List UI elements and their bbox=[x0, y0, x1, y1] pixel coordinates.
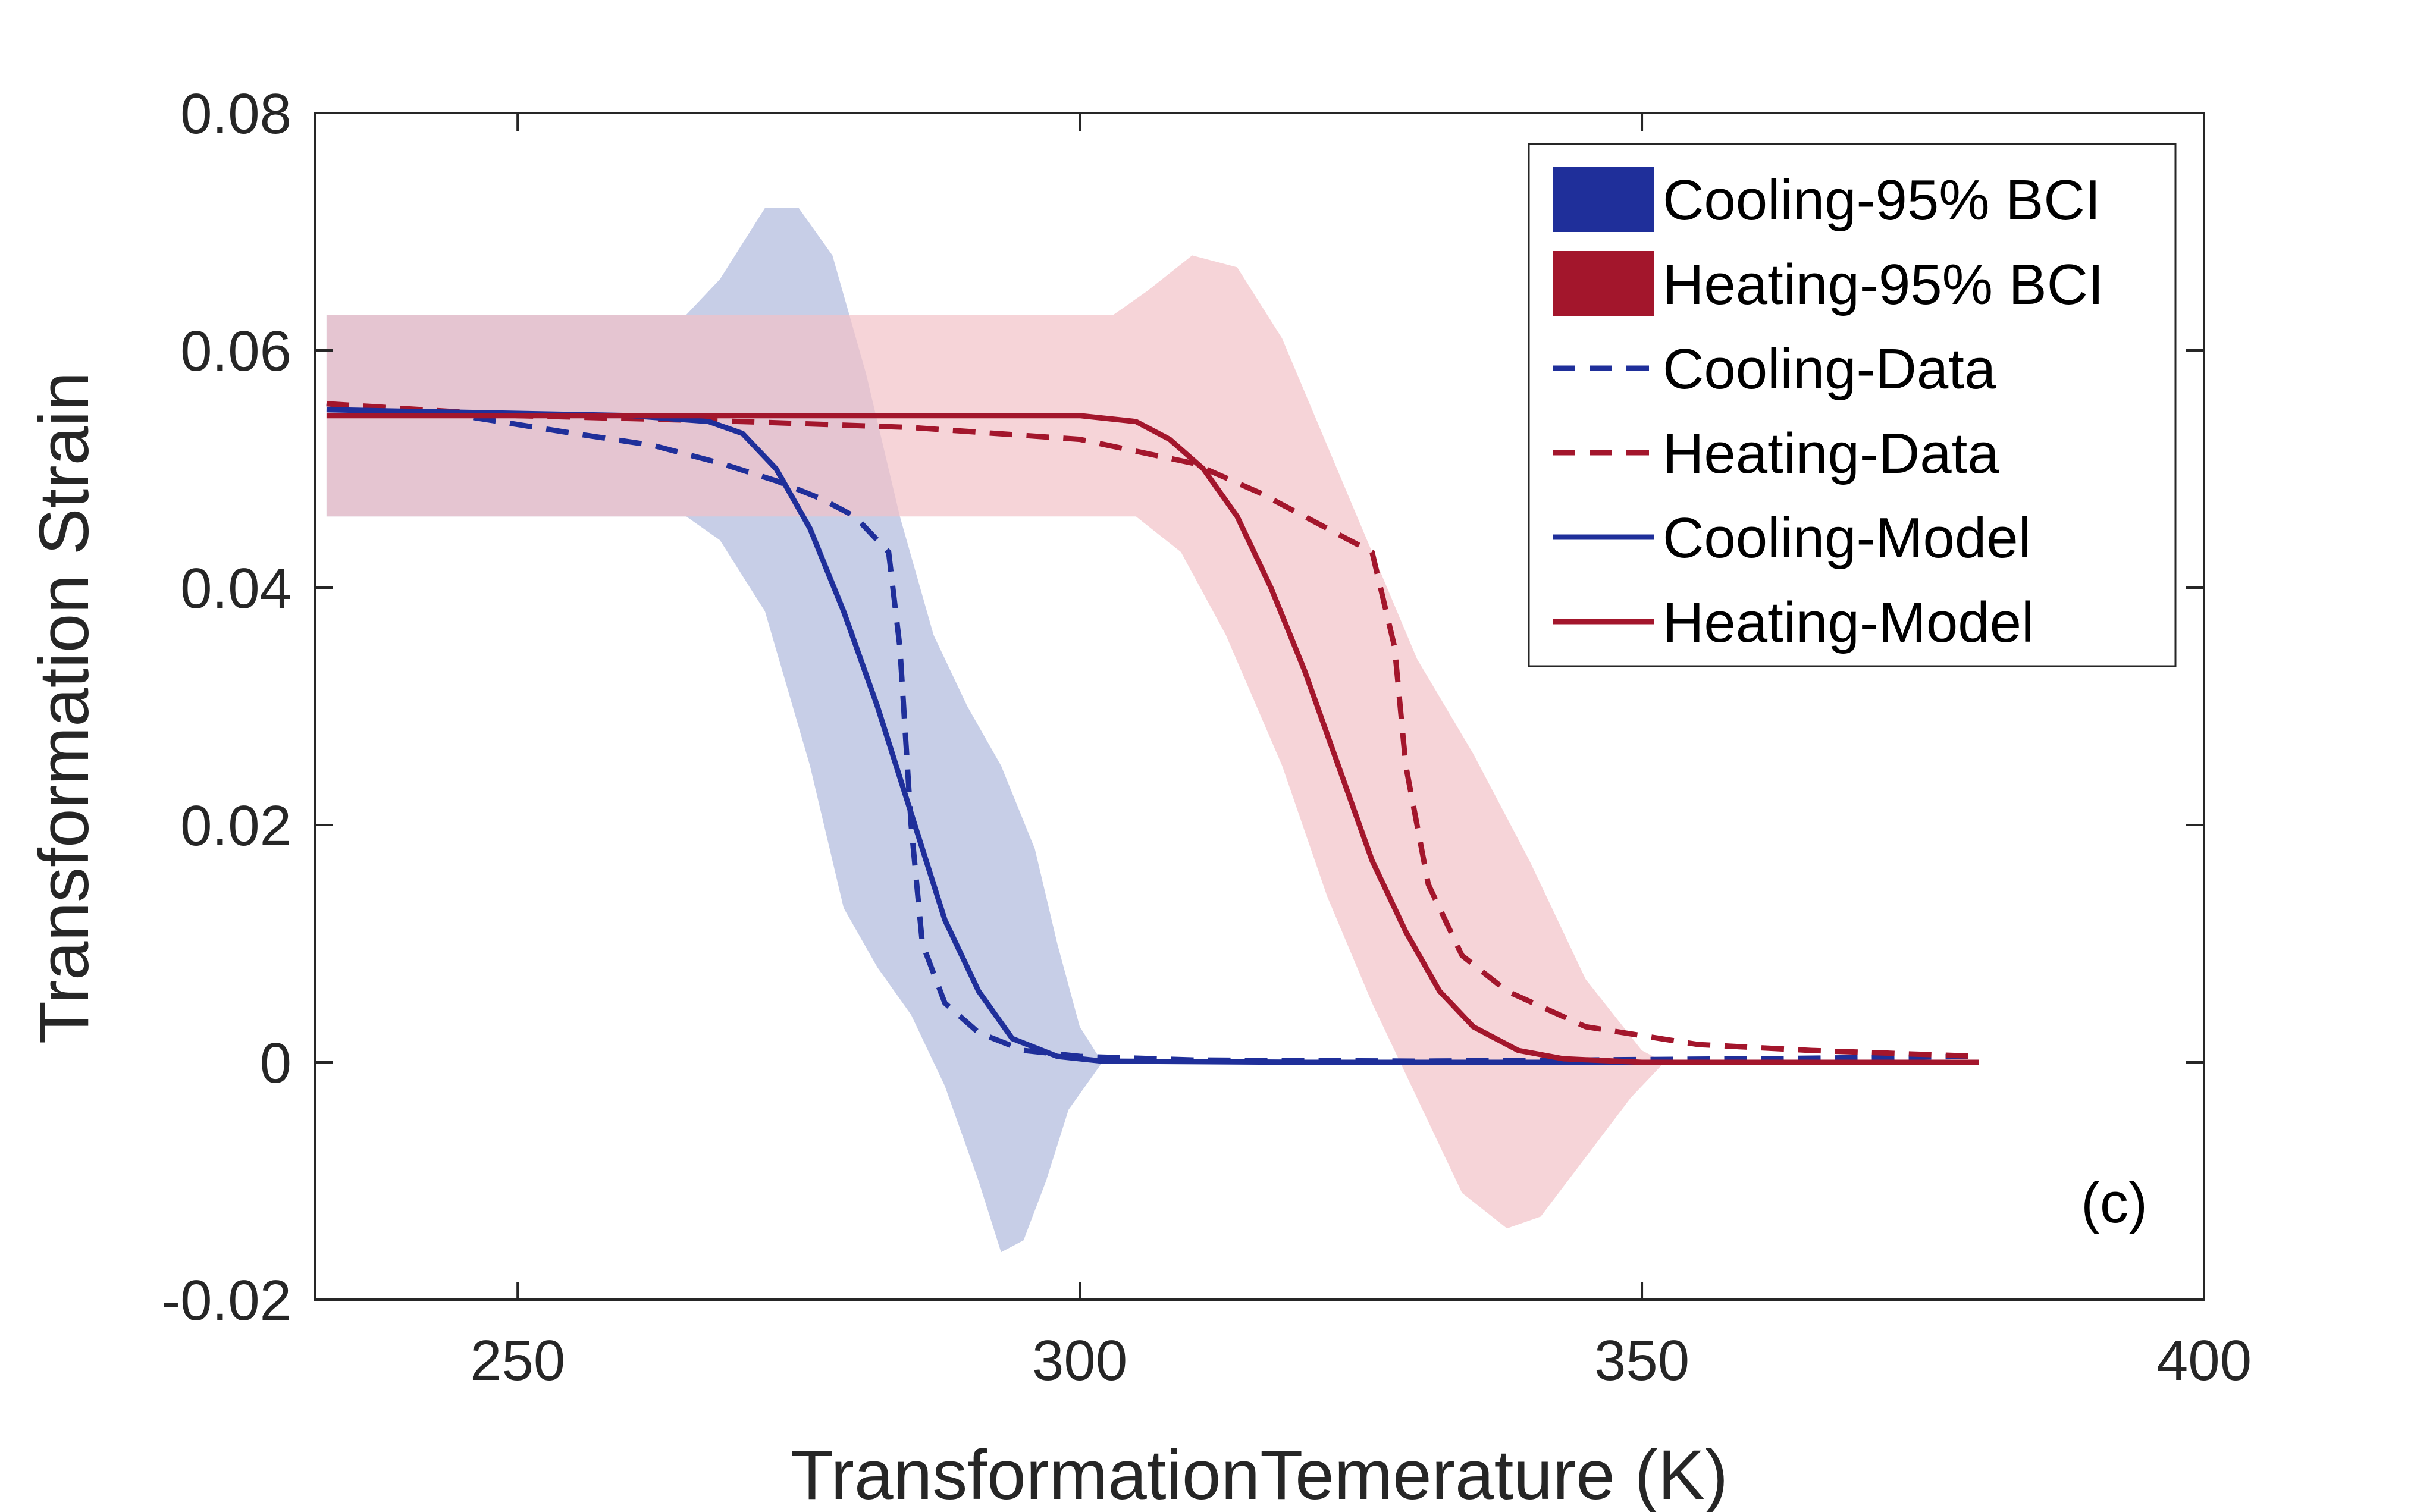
legend: Cooling-95% BCI Heating-95% BCI Cooling-Da… bbox=[1528, 143, 2177, 667]
legend-items: Cooling-95% BCI Heating-95% BCI Cooling-Da… bbox=[1553, 167, 2104, 654]
x-axis-label: TransformationTemerature (K) bbox=[791, 1436, 1728, 1512]
y-tick-label: 0.06 bbox=[180, 319, 291, 383]
y-tick-label: 0.04 bbox=[180, 557, 291, 620]
series-heating-model bbox=[326, 413, 1979, 1065]
legend-label-cooling-data: Cooling-Data bbox=[1663, 337, 1996, 401]
series-cooling-model bbox=[326, 407, 1979, 1065]
legend-label-heating-data: Heating-Data bbox=[1663, 422, 1999, 485]
band-heating-95-bci bbox=[326, 255, 1664, 1229]
y-axis-label: Transformation Strain bbox=[25, 372, 104, 1044]
legend-label-heating-model: Heating-Model bbox=[1663, 591, 2034, 654]
panel-annotation: (c) bbox=[2081, 1171, 2147, 1235]
axis-ticks: 250 300 350 400 -0.02 0 0.02 0.04 0.06 0.08 bbox=[161, 82, 2252, 1392]
x-tick-label: 250 bbox=[470, 1329, 565, 1392]
legend-label-heating-95-bci: Heating-95% BCI bbox=[1663, 253, 2104, 316]
x-tick-label: 300 bbox=[1032, 1329, 1127, 1392]
y-tick-label: 0.02 bbox=[180, 794, 291, 858]
legend-label-cooling-model: Cooling-Model bbox=[1663, 506, 2031, 570]
legend-swatch-heating-95-bci bbox=[1553, 251, 1654, 316]
series-heating-data bbox=[326, 401, 1980, 1059]
legend-label-cooling-95-bci: Cooling-95% BCI bbox=[1663, 168, 2101, 232]
series-lines bbox=[326, 401, 1980, 1065]
confidence-bands bbox=[326, 208, 1664, 1253]
legend-swatch-cooling-95-bci bbox=[1553, 167, 1654, 232]
y-tick-label: -0.02 bbox=[161, 1269, 291, 1332]
y-tick-label: 0 bbox=[260, 1031, 291, 1095]
x-tick-label: 350 bbox=[1594, 1329, 1689, 1392]
plot-area-frame bbox=[314, 112, 2205, 1301]
y-tick-label: 0.08 bbox=[180, 82, 291, 146]
x-tick-label: 400 bbox=[2156, 1329, 2252, 1392]
